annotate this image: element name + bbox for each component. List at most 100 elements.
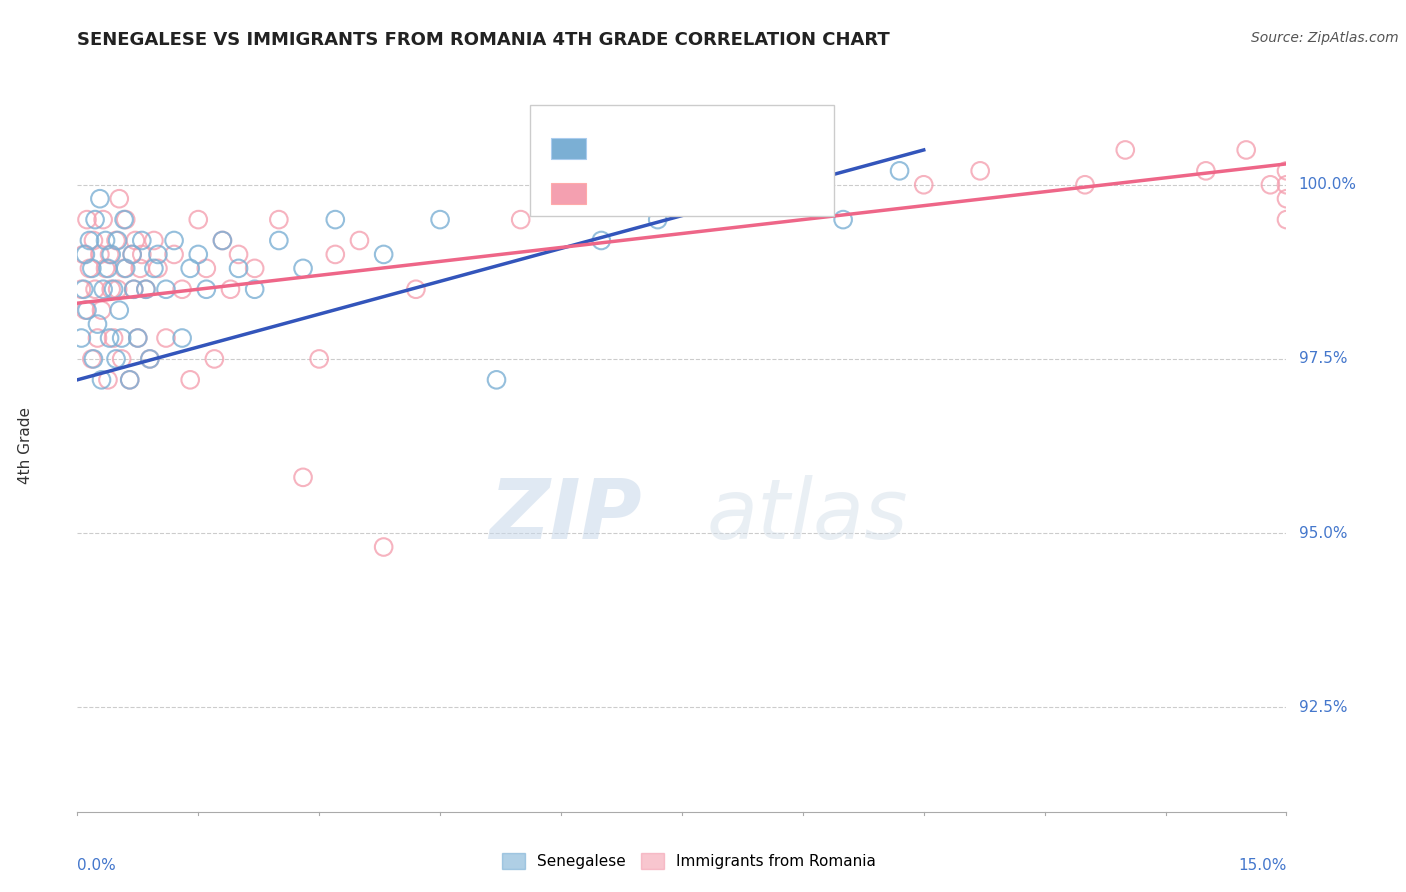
Point bbox=[832, 212, 855, 227]
Point bbox=[86, 331, 108, 345]
Point bbox=[98, 331, 121, 345]
Text: 4th Grade: 4th Grade bbox=[18, 408, 32, 484]
Point bbox=[139, 351, 162, 366]
Point bbox=[1275, 164, 1298, 178]
Point bbox=[75, 303, 97, 318]
Point bbox=[122, 282, 145, 296]
Point bbox=[565, 192, 588, 206]
Point bbox=[776, 178, 799, 192]
Point bbox=[135, 282, 157, 296]
Point bbox=[76, 212, 98, 227]
Point bbox=[373, 247, 395, 261]
Point bbox=[89, 247, 111, 261]
Point bbox=[118, 373, 141, 387]
Point bbox=[1275, 192, 1298, 206]
Point bbox=[146, 247, 169, 261]
Point bbox=[124, 234, 146, 248]
Point bbox=[100, 282, 122, 296]
Point bbox=[267, 212, 290, 227]
Point bbox=[211, 234, 233, 248]
Point bbox=[1074, 178, 1097, 192]
Point bbox=[82, 234, 104, 248]
Text: 97.5%: 97.5% bbox=[1299, 351, 1347, 367]
Point bbox=[1234, 143, 1257, 157]
Text: ZIP: ZIP bbox=[489, 475, 641, 556]
Point bbox=[89, 192, 111, 206]
Point bbox=[969, 164, 991, 178]
Point bbox=[70, 282, 93, 296]
Point bbox=[108, 192, 131, 206]
Point bbox=[105, 351, 128, 366]
Point bbox=[75, 247, 97, 261]
Point bbox=[509, 212, 531, 227]
Point bbox=[98, 247, 121, 261]
Point bbox=[84, 212, 107, 227]
Point bbox=[243, 282, 266, 296]
Point bbox=[107, 234, 129, 248]
Point bbox=[76, 303, 98, 318]
Point bbox=[90, 303, 112, 318]
Point bbox=[267, 234, 290, 248]
Point bbox=[751, 164, 773, 178]
Point bbox=[179, 373, 201, 387]
Point bbox=[243, 261, 266, 276]
Point bbox=[807, 192, 830, 206]
Point bbox=[172, 282, 194, 296]
Point bbox=[1275, 212, 1298, 227]
Point bbox=[292, 470, 315, 484]
Point bbox=[135, 282, 157, 296]
Point bbox=[114, 212, 136, 227]
Point bbox=[73, 282, 96, 296]
Point bbox=[292, 261, 315, 276]
Point bbox=[129, 261, 152, 276]
Point bbox=[121, 247, 143, 261]
Point bbox=[118, 373, 141, 387]
Point bbox=[228, 247, 250, 261]
Point bbox=[90, 373, 112, 387]
Point bbox=[187, 247, 209, 261]
Point bbox=[80, 351, 103, 366]
Point bbox=[323, 247, 346, 261]
Point bbox=[429, 212, 451, 227]
Point bbox=[91, 212, 114, 227]
Point bbox=[111, 351, 134, 366]
Point bbox=[131, 234, 153, 248]
Point bbox=[630, 178, 652, 192]
Point bbox=[84, 282, 107, 296]
Point bbox=[211, 234, 233, 248]
Point bbox=[94, 234, 117, 248]
Point bbox=[179, 261, 201, 276]
Point bbox=[91, 282, 114, 296]
Point bbox=[1275, 178, 1298, 192]
Point bbox=[100, 247, 122, 261]
Point bbox=[127, 331, 149, 345]
Point bbox=[889, 164, 911, 178]
Point bbox=[485, 373, 508, 387]
Point bbox=[219, 282, 242, 296]
Point bbox=[114, 261, 136, 276]
Point bbox=[73, 247, 96, 261]
Text: SENEGALESE VS IMMIGRANTS FROM ROMANIA 4TH GRADE CORRELATION CHART: SENEGALESE VS IMMIGRANTS FROM ROMANIA 4T… bbox=[77, 31, 890, 49]
Point bbox=[142, 234, 165, 248]
Point bbox=[195, 282, 218, 296]
Point bbox=[202, 351, 225, 366]
Text: R = 0.473   N = 54: R = 0.473 N = 54 bbox=[596, 139, 766, 158]
Point bbox=[121, 247, 143, 261]
Point bbox=[79, 234, 101, 248]
Point bbox=[80, 261, 103, 276]
Point bbox=[1260, 178, 1282, 192]
Point bbox=[86, 317, 108, 331]
Point bbox=[127, 331, 149, 345]
Point bbox=[112, 261, 135, 276]
Point bbox=[647, 212, 669, 227]
Point bbox=[82, 351, 104, 366]
Point bbox=[349, 234, 371, 248]
Point bbox=[108, 303, 131, 318]
Point bbox=[146, 261, 169, 276]
Point bbox=[308, 351, 330, 366]
Point bbox=[172, 331, 194, 345]
Point bbox=[103, 282, 125, 296]
Point bbox=[155, 331, 177, 345]
Point bbox=[131, 247, 153, 261]
Point bbox=[155, 282, 177, 296]
